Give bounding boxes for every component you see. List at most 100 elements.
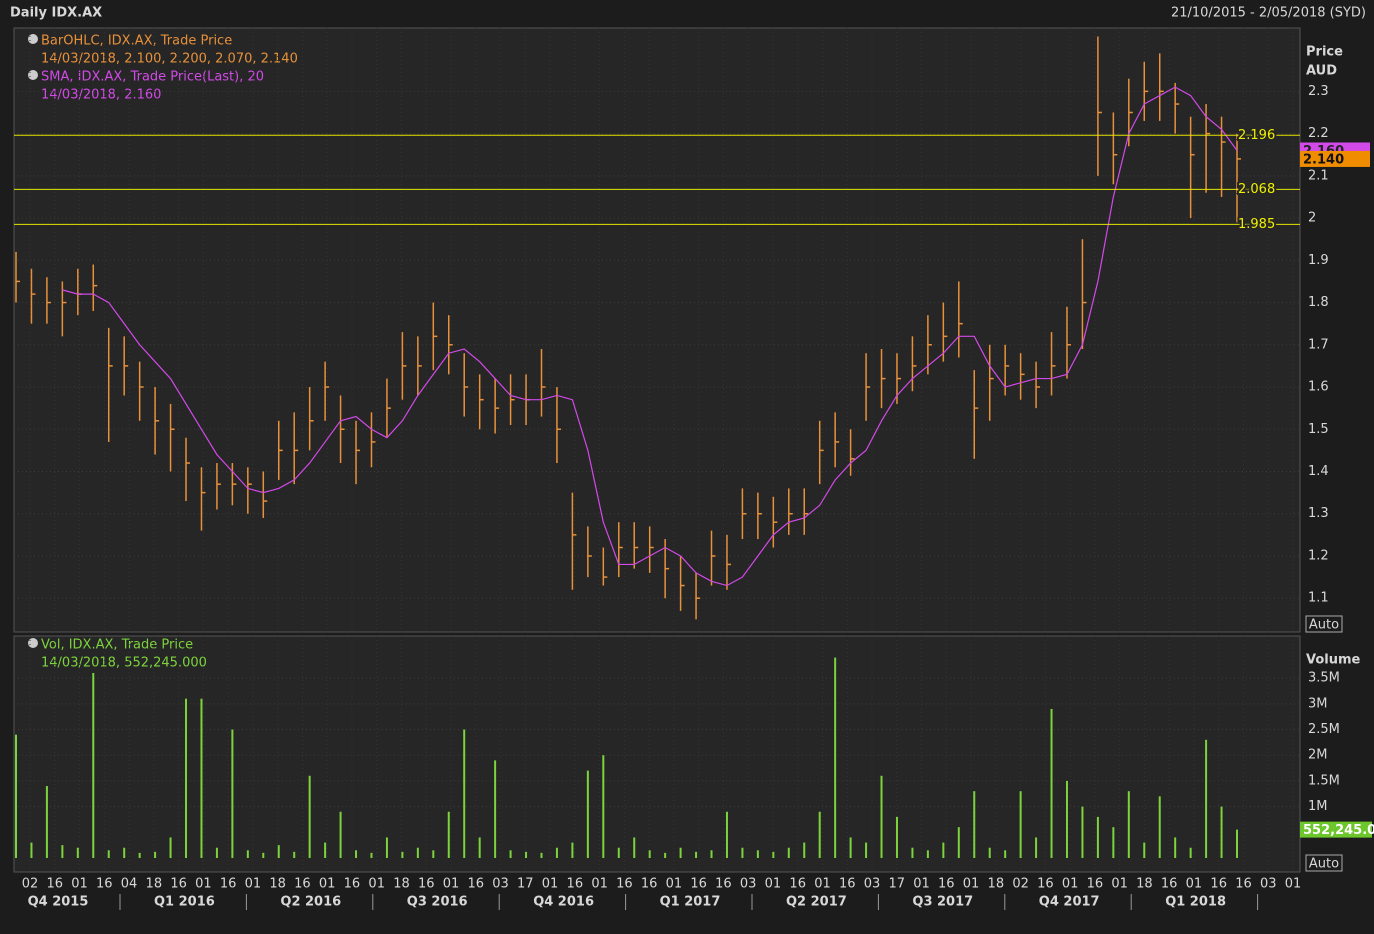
x-tick-label: 03 (1260, 877, 1277, 892)
volume-bar (725, 811, 728, 858)
volume-bar (15, 734, 17, 858)
x-tick-label: 16 (616, 877, 633, 892)
x-tick-label: 01 (814, 877, 831, 892)
volume-bar (849, 837, 852, 858)
volume-bar (262, 852, 265, 858)
quarter-label: Q1 2017 (660, 895, 721, 910)
y-tick-label: 2.1 (1308, 168, 1329, 183)
y-tick-label: 1.3 (1308, 506, 1329, 521)
x-tick-label: 03 (864, 877, 881, 892)
legend-text: 14/03/2018, 2.160 (41, 88, 161, 103)
x-tick-label: 01 (1285, 877, 1302, 892)
legend-icon[interactable] (28, 34, 38, 44)
x-tick-label: 16 (690, 877, 707, 892)
y-tick-label: 1.2 (1308, 548, 1329, 563)
volume-bar (76, 847, 79, 858)
level-label: 2.196 (1238, 128, 1275, 143)
x-tick-label: 03 (492, 877, 509, 892)
x-tick-label: 01 (245, 877, 262, 892)
auto-button[interactable] (1305, 615, 1343, 633)
x-tick-label: 16 (418, 877, 435, 892)
legend-text: SMA, IDX.AX, Trade Price(Last), 20 (41, 70, 264, 85)
price-panel (13, 27, 1301, 633)
volume-bar (30, 842, 33, 858)
legend-text: BarOHLC, IDX.AX, Trade Price (41, 34, 232, 49)
y-tick-label: 1.5M (1308, 773, 1340, 788)
x-tick-label: 01 (666, 877, 683, 892)
volume-bar (1112, 827, 1115, 858)
volume-bar (1205, 739, 1208, 858)
x-tick-label: 18 (393, 877, 410, 892)
quarter-label: Q3 2017 (912, 895, 973, 910)
quarter-label: Q2 2017 (786, 895, 847, 910)
volume-bar (447, 811, 450, 858)
x-tick-label: 16 (567, 877, 584, 892)
volume-bar (664, 852, 667, 858)
volume-bar (895, 816, 898, 858)
volume-bar (555, 847, 558, 858)
y-tick-label: 1.6 (1308, 380, 1329, 395)
x-tick-label: 01 (368, 877, 385, 892)
y-tick-label: 3.5M (1308, 671, 1340, 686)
y-tick-label: 1.5 (1308, 422, 1329, 437)
y-tick-label: 1.8 (1308, 295, 1329, 310)
volume-bar (293, 851, 296, 858)
x-tick-label: 16 (170, 877, 187, 892)
y-tick-label: 1.9 (1308, 253, 1329, 268)
volume-bar (324, 842, 327, 858)
x-tick-label: 16 (220, 877, 237, 892)
x-tick-label: 01 (1111, 877, 1128, 892)
volume-bar (756, 850, 759, 858)
volume-bar (231, 729, 234, 858)
y-tick-label: 1.7 (1308, 337, 1329, 352)
x-tick-label: 16 (96, 877, 113, 892)
x-tick-label: 16 (938, 877, 955, 892)
x-tick-label: 16 (1087, 877, 1104, 892)
legend-icon[interactable] (28, 638, 38, 648)
volume-bar (370, 852, 373, 858)
x-tick-label: 02 (22, 877, 39, 892)
y-axis-unit: AUD (1306, 64, 1337, 79)
volume-bar (1158, 796, 1161, 858)
quarter-label: Q4 2016 (533, 895, 594, 910)
volume-bar (540, 852, 543, 858)
volume-bar (1220, 806, 1223, 858)
auto-button-label[interactable]: Auto (1309, 618, 1339, 633)
y-tick-label: 1.4 (1308, 464, 1329, 479)
y-tick-label: 1M (1308, 799, 1328, 814)
x-tick-label: 16 (294, 877, 311, 892)
volume-bar (973, 791, 976, 858)
auto-button-label[interactable]: Auto (1309, 857, 1339, 872)
volume-bar (1035, 837, 1038, 858)
level-label: 2.068 (1238, 182, 1275, 197)
auto-button[interactable] (1305, 854, 1343, 872)
x-tick-label: 01 (71, 877, 88, 892)
volume-bar (45, 786, 48, 858)
x-tick-label: 01 (913, 877, 930, 892)
x-tick-label: 04 (121, 877, 138, 892)
quarter-label: Q4 2017 (1039, 895, 1100, 910)
x-tick-label: 16 (715, 877, 732, 892)
sma-line (62, 86, 1238, 587)
volume-bar (834, 657, 837, 858)
volume-panel (13, 635, 1301, 873)
volume-bar (1096, 816, 1099, 858)
volume-bar (246, 850, 249, 858)
x-tick-label: 01 (542, 877, 559, 892)
volume-bar (169, 837, 172, 858)
legend-icon[interactable] (28, 70, 38, 80)
quarter-label: Q4 2015 (28, 895, 89, 910)
volume-bar (1143, 842, 1146, 858)
volume-bar (1004, 850, 1007, 858)
volume-bar (308, 775, 311, 858)
volume-bar (926, 850, 929, 858)
x-tick-label: 16 (467, 877, 484, 892)
volume-bar (1127, 791, 1130, 858)
volume-bar (123, 847, 126, 858)
volume-bar (772, 851, 775, 858)
volume-bar (107, 850, 110, 858)
y-tick-label: 2.5M (1308, 722, 1340, 737)
volume-bar (586, 770, 589, 858)
y-tick-label: 3M (1308, 696, 1328, 711)
